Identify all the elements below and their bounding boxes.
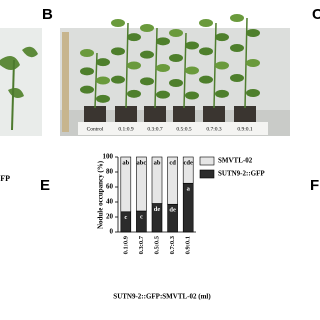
pot-label: 0.7:0.3 bbox=[206, 126, 222, 132]
pot bbox=[84, 106, 106, 122]
y-tick-label: 40 bbox=[106, 198, 114, 206]
pot bbox=[115, 106, 137, 122]
bar-segment bbox=[120, 156, 132, 213]
y-axis-label: Nodule occupancy (%) bbox=[97, 160, 105, 229]
significance-letter: cde bbox=[184, 159, 194, 166]
legend-label: SMVTL-02 bbox=[218, 157, 253, 165]
x-tick-label: 0.9:0.1 bbox=[185, 236, 192, 254]
x-axis-label: SUTN9-2::GFP:SMVTL-02 (ml) bbox=[113, 293, 211, 301]
panel-label: E bbox=[40, 177, 50, 194]
left-leaves bbox=[0, 46, 38, 98]
leaf bbox=[111, 47, 125, 56]
x-tick-label: 0.7:0.3 bbox=[169, 235, 176, 254]
pot-label: 0.5:0.5 bbox=[176, 126, 192, 132]
legend-swatch bbox=[199, 169, 215, 179]
leaf bbox=[111, 19, 125, 27]
pot-label: 0.3:0.7 bbox=[147, 126, 163, 132]
significance-letter: de bbox=[169, 207, 176, 214]
y-tick-label: 80 bbox=[106, 168, 114, 176]
significance-letter: c bbox=[140, 213, 143, 220]
pot-label: 0.9:0.1 bbox=[237, 126, 253, 132]
y-tick-label: 0 bbox=[110, 228, 114, 236]
ruler bbox=[62, 32, 69, 132]
leaf bbox=[199, 47, 213, 56]
y-tick-label: 100 bbox=[103, 153, 114, 161]
pot-label: 0.1:0.9 bbox=[118, 126, 134, 132]
pot bbox=[234, 106, 256, 122]
leaf bbox=[215, 61, 229, 70]
x-tick-label: 0.5:0.5 bbox=[153, 235, 160, 254]
leaf bbox=[169, 54, 183, 62]
x-tick-label: 0.3:0.7 bbox=[138, 235, 145, 254]
leaf bbox=[96, 76, 110, 85]
leaf bbox=[215, 33, 229, 42]
leaf bbox=[215, 89, 229, 98]
significance-letter: c bbox=[124, 214, 127, 221]
significance-letter: ab bbox=[122, 159, 129, 166]
label-strip bbox=[78, 122, 268, 135]
plants bbox=[80, 14, 260, 122]
leaf bbox=[127, 89, 141, 98]
leaf bbox=[246, 59, 260, 67]
panel-label: F bbox=[310, 177, 319, 194]
significance-letter: a bbox=[187, 186, 191, 193]
significance-letter: abc bbox=[137, 159, 147, 166]
leaf bbox=[127, 61, 141, 70]
pot-label: Control bbox=[87, 126, 104, 132]
leaf bbox=[246, 89, 260, 97]
panel-label: C bbox=[312, 6, 320, 23]
pot bbox=[203, 106, 225, 122]
left-fragment: GFP bbox=[0, 174, 10, 183]
bar-segment bbox=[151, 156, 163, 204]
legend-swatch bbox=[199, 156, 215, 166]
leaf bbox=[127, 33, 141, 42]
y-tick-label: 20 bbox=[106, 213, 114, 221]
significance-letter: de bbox=[154, 206, 161, 213]
leaf bbox=[140, 50, 154, 59]
x-tick-label: 0.1:0.9 bbox=[122, 235, 129, 254]
leaf bbox=[156, 37, 170, 46]
pot bbox=[144, 106, 166, 122]
leaf bbox=[230, 44, 244, 52]
bar-segment bbox=[167, 156, 178, 205]
leaf bbox=[96, 94, 110, 103]
leaf bbox=[96, 58, 110, 67]
leaf bbox=[185, 91, 199, 100]
leaf bbox=[111, 75, 125, 84]
leaf bbox=[80, 67, 94, 76]
leaf bbox=[230, 14, 244, 22]
y-tick-label: 60 bbox=[106, 183, 114, 191]
significance-letter: ab bbox=[154, 159, 161, 166]
left-photo bbox=[0, 28, 42, 136]
leaf bbox=[199, 19, 213, 27]
leaf bbox=[185, 41, 199, 50]
bar-segment bbox=[182, 156, 194, 184]
leaf bbox=[140, 77, 154, 86]
leaf bbox=[140, 24, 154, 32]
leaf bbox=[169, 79, 183, 87]
leaf bbox=[80, 85, 94, 94]
leaf bbox=[80, 49, 94, 57]
left-stem bbox=[11, 59, 15, 131]
legend-label: SUTN9-2::GFP bbox=[218, 170, 265, 178]
bar-segment bbox=[136, 156, 147, 212]
leaf bbox=[156, 64, 170, 72]
leaf bbox=[169, 29, 183, 37]
leaf bbox=[156, 90, 170, 99]
pot bbox=[173, 106, 195, 122]
significance-letter: cd bbox=[169, 159, 176, 166]
leaf bbox=[185, 66, 199, 75]
panel-label: B bbox=[42, 6, 53, 23]
leaf bbox=[199, 75, 213, 84]
leaf bbox=[230, 74, 244, 82]
leaf bbox=[246, 29, 260, 37]
